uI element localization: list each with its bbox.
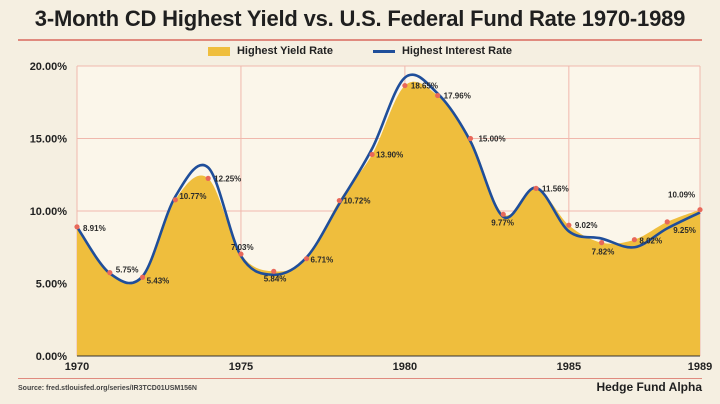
data-label: 7.03% — [231, 243, 254, 252]
chart-title: 3-Month CD Highest Yield vs. U.S. Federa… — [34, 6, 686, 31]
series-area-highest-yield-rate — [77, 81, 700, 356]
data-label: 18.65% — [411, 82, 438, 91]
data-marker — [74, 224, 80, 230]
data-marker — [369, 151, 375, 158]
data-marker — [599, 240, 605, 246]
data-label: 10.09% — [668, 191, 695, 200]
x-tick-label: 1970 — [65, 361, 89, 373]
data-label: 12.25% — [214, 174, 241, 183]
data-marker — [435, 92, 441, 99]
data-marker — [631, 237, 638, 243]
data-marker — [205, 175, 211, 181]
data-marker — [664, 219, 670, 225]
data-label: 10.72% — [343, 197, 370, 206]
data-marker — [566, 222, 572, 228]
x-tick-label: 1975 — [229, 361, 253, 373]
legend-label-yield: Highest Yield Rate — [236, 45, 333, 57]
data-label: 17.96% — [444, 92, 471, 101]
data-label: 6.71% — [311, 256, 334, 265]
data-label: 7.82% — [592, 248, 615, 257]
x-tick-label: 1980 — [393, 361, 417, 373]
y-tick-label: 10.00% — [30, 206, 68, 218]
data-label: 5.43% — [147, 276, 170, 285]
data-label: 9.25% — [673, 226, 696, 235]
x-tick-label: 1985 — [557, 361, 581, 373]
legend-label-interest: Highest Interest Rate — [401, 45, 512, 57]
data-label: 9.02% — [575, 221, 598, 230]
data-marker — [172, 197, 178, 203]
x-tick-label: 1989 — [688, 361, 712, 373]
legend-item-interest: Highest Interest Rate — [372, 45, 512, 57]
data-marker — [271, 268, 277, 274]
y-tick-label: 20.00% — [30, 61, 68, 73]
data-marker — [139, 274, 146, 280]
series-line-highest-interest-rate — [75, 73, 701, 285]
data-marker — [697, 207, 703, 213]
data-marker — [467, 135, 474, 142]
data-label: 8.91% — [83, 224, 106, 233]
data-label: 11.56% — [542, 184, 569, 193]
data-label: 5.75% — [116, 266, 139, 275]
legend-swatch-area — [207, 46, 230, 56]
data-marker — [238, 251, 244, 257]
data-marker — [533, 185, 539, 191]
data-marker — [107, 270, 113, 276]
y-tick-label: 15.00% — [30, 134, 68, 146]
y-tick-label: 0.00% — [36, 351, 67, 363]
y-tick-label: 5.00% — [36, 279, 67, 291]
legend-item-yield: Highest Yield Rate — [207, 45, 333, 57]
data-marker — [303, 256, 310, 262]
data-label: 10.77% — [179, 192, 206, 201]
title-divider — [18, 39, 702, 41]
legend-swatch-line — [372, 49, 395, 53]
data-label: 15.00% — [478, 135, 505, 144]
data-marker — [402, 82, 408, 89]
source-note: Source: fred.stlouisfed.org/series/IR3TC… — [18, 385, 197, 392]
data-label: 13.90% — [376, 150, 403, 159]
data-label: 5.84% — [264, 274, 287, 283]
data-marker — [500, 211, 506, 217]
data-label: 8.02% — [639, 237, 662, 246]
chart-legend: Highest Yield Rate Highest Interest Rate — [0, 45, 720, 57]
brand-logo: Hedge Fund Alpha — [596, 380, 702, 394]
data-marker — [336, 197, 342, 204]
data-label: 9.77% — [491, 218, 514, 227]
footer-divider — [18, 378, 702, 379]
